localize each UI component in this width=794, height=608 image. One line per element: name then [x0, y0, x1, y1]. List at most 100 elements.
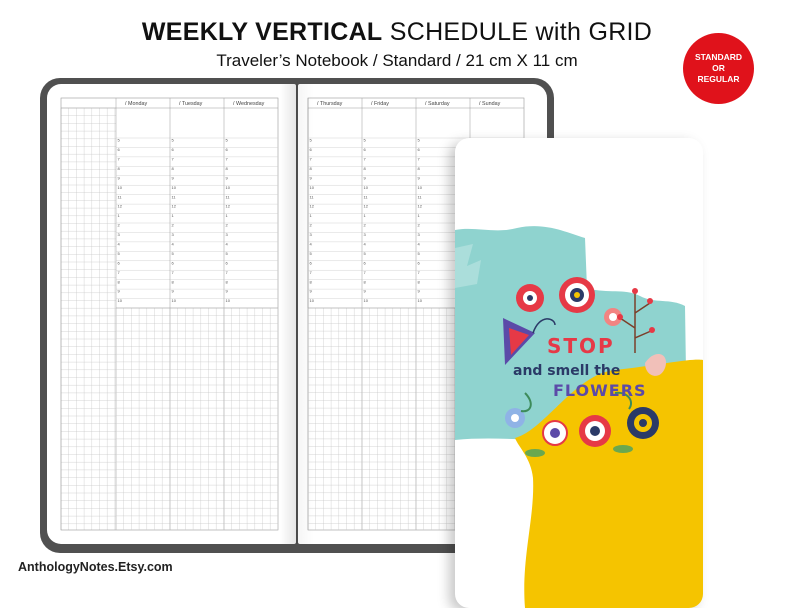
hour-number: 12 [118, 204, 123, 209]
hour-number: 10 [226, 185, 231, 190]
hour-number: 10 [118, 298, 123, 303]
hour-number: 9 [226, 175, 229, 180]
hour-number: 9 [364, 175, 367, 180]
hour-number: 11 [226, 194, 231, 199]
hour-number: 4 [418, 241, 421, 246]
hour-number: 1 [226, 213, 229, 218]
hour-number: 6 [226, 147, 229, 152]
hour-number: 8 [418, 279, 421, 284]
hour-number: 9 [364, 289, 367, 294]
hour-number: 8 [364, 279, 367, 284]
hour-number: 8 [118, 279, 121, 284]
hour-number: 10 [310, 185, 315, 190]
day-label: / Monday [125, 101, 147, 107]
page-subtitle: Traveler’s Notebook / Standard / 21 cm X… [216, 51, 578, 70]
hour-number: 5 [310, 138, 313, 143]
hour-number: 12 [172, 204, 177, 209]
day-label: / Thursday [317, 101, 343, 107]
hour-number: 7 [364, 156, 367, 161]
hour-number: 3 [310, 232, 313, 237]
page-title: WEEKLY VERTICAL SCHEDULE with GRID [141, 18, 653, 46]
hour-number: 11 [418, 194, 423, 199]
day-label: / Friday [371, 101, 389, 107]
hour-number: 7 [418, 156, 421, 161]
hour-number: 6 [172, 260, 175, 265]
hour-number: 7 [310, 270, 313, 275]
hour-number: 6 [364, 147, 367, 152]
hour-number: 11 [118, 194, 123, 199]
hour-number: 5 [172, 251, 175, 256]
hour-number: 5 [226, 138, 229, 143]
cover-text-smell: and smell the [513, 363, 620, 379]
hour-number: 1 [172, 213, 175, 218]
hour-number: 4 [118, 241, 121, 246]
hour-number: 12 [310, 204, 315, 209]
hour-number: 6 [418, 147, 421, 152]
left-page [47, 84, 296, 544]
hour-number: 3 [226, 232, 229, 237]
hour-number: 6 [172, 147, 175, 152]
hour-number: 5 [364, 138, 367, 143]
hour-number: 6 [364, 260, 367, 265]
hour-number: 12 [226, 204, 231, 209]
hour-number: 7 [364, 270, 367, 275]
hour-number: 5 [418, 138, 421, 143]
hour-number: 5 [118, 138, 121, 143]
hour-number: 9 [310, 175, 313, 180]
hour-number: 9 [172, 289, 175, 294]
hour-number: 7 [172, 156, 175, 161]
flower-illustration: STOP and smell the FLOWERS [503, 277, 666, 457]
hour-number: 8 [226, 166, 229, 171]
hour-number: 5 [172, 138, 175, 143]
hour-number: 8 [172, 279, 175, 284]
hour-number: 8 [310, 279, 313, 284]
hour-number: 9 [418, 289, 421, 294]
hour-number: 10 [418, 298, 423, 303]
hour-number: 8 [226, 279, 229, 284]
size-badge: STANDARD OR REGULAR [683, 33, 754, 104]
hour-number: 10 [172, 185, 177, 190]
day-label: / Wednesday [233, 101, 265, 107]
hour-number: 4 [364, 241, 367, 246]
cover-artwork: STOP and smell the FLOWERS [455, 226, 703, 608]
hour-number: 3 [364, 232, 367, 237]
hour-number: 2 [172, 223, 175, 228]
hour-number: 10 [118, 185, 123, 190]
hour-number: 7 [172, 270, 175, 275]
hour-number: 6 [418, 260, 421, 265]
hour-number: 10 [418, 185, 423, 190]
cover-text-flowers: FLOWERS [553, 381, 647, 400]
hour-number: 3 [118, 232, 121, 237]
hour-number: 10 [310, 298, 315, 303]
hour-number: 12 [418, 204, 423, 209]
hour-number: 7 [226, 156, 229, 161]
hour-number: 8 [118, 166, 121, 171]
hour-number: 5 [310, 251, 313, 256]
hour-number: 2 [226, 223, 229, 228]
hour-number: 7 [118, 270, 121, 275]
hour-number: 9 [226, 289, 229, 294]
hour-number: 3 [172, 232, 175, 237]
hour-number: 6 [118, 147, 121, 152]
hour-number: 6 [310, 260, 313, 265]
hour-number: 9 [310, 289, 313, 294]
hour-number: 5 [418, 251, 421, 256]
hour-number: 5 [364, 251, 367, 256]
hour-number: 6 [118, 260, 121, 265]
shop-url: AnthologyNotes.Etsy.com [18, 560, 173, 574]
hour-number: 2 [418, 223, 421, 228]
hour-number: 1 [118, 213, 121, 218]
hour-number: 8 [310, 166, 313, 171]
hour-number: 4 [226, 241, 229, 246]
hour-number: 2 [118, 223, 121, 228]
hour-number: 5 [226, 251, 229, 256]
hour-number: 10 [226, 298, 231, 303]
hour-number: 9 [118, 289, 121, 294]
hour-number: 7 [418, 270, 421, 275]
hour-number: 2 [364, 223, 367, 228]
hour-number: 11 [364, 194, 369, 199]
hour-number: 10 [364, 298, 369, 303]
day-label: / Saturday [425, 101, 450, 107]
day-label: / Sunday [479, 101, 501, 107]
hour-number: 12 [364, 204, 369, 209]
